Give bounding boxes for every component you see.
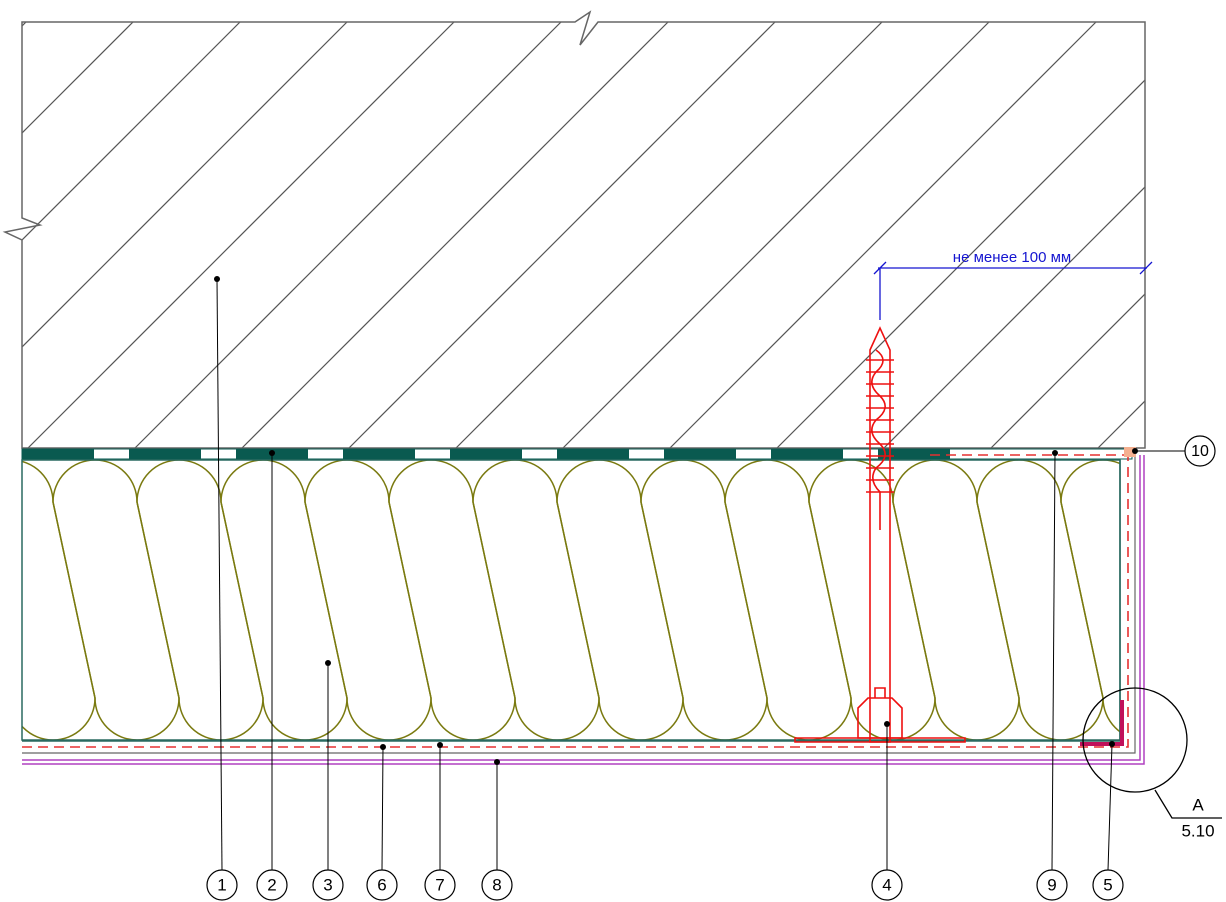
adhesive-dash — [771, 449, 843, 459]
callout-circle — [871, 869, 903, 901]
leader — [216, 278, 223, 871]
callout-number: 6 — [377, 875, 386, 894]
callout-circle — [312, 869, 344, 901]
reinforcement — [22, 454, 1129, 748]
hatch-line — [455, 22, 883, 448]
fiber-loop — [304, 460, 432, 740]
hatch-line — [990, 293, 1145, 448]
fiber-loop — [388, 460, 516, 740]
anchor — [794, 326, 966, 743]
adhesive-dash — [343, 449, 415, 459]
hatch-line — [22, 22, 134, 134]
finish-layer — [22, 455, 1145, 765]
fiber-loop — [136, 460, 264, 740]
leader-dot — [437, 742, 443, 748]
callout-circle — [1184, 435, 1216, 467]
fiber-loop — [1145, 460, 1226, 740]
hatch-line — [669, 22, 1097, 448]
detail-circle — [1082, 687, 1188, 793]
dimension-label: не менее 100 мм — [953, 249, 1071, 266]
hatch-line — [562, 22, 990, 448]
leader-dot — [884, 721, 890, 727]
concrete-hatch — [22, 22, 1226, 448]
hatch-line — [27, 22, 455, 448]
adhesive-dashes — [22, 449, 950, 459]
hatch-line — [22, 22, 241, 241]
leader-dot — [269, 450, 275, 456]
callout-number: 3 — [323, 875, 332, 894]
leader-dot — [1109, 741, 1115, 747]
insulation-outline — [21, 459, 1121, 741]
fiber-loop — [724, 460, 852, 740]
callout-circle — [206, 869, 238, 901]
hatch-line — [241, 22, 669, 448]
concrete-outline — [2, 10, 1146, 449]
callout-number: 8 — [492, 875, 501, 894]
adhesive-dash — [22, 449, 94, 459]
insulation — [22, 460, 1226, 740]
fiber-loop — [52, 460, 180, 740]
hatch-line — [1097, 400, 1145, 448]
callout-number: 1 — [217, 875, 226, 894]
hatch-line — [22, 22, 348, 348]
callout-circle — [424, 869, 456, 901]
callout-circle — [366, 869, 398, 901]
callouts: 1 2 3 6 7 8 4 9 5 10 — [206, 276, 1216, 901]
adhesive-dash — [878, 449, 950, 459]
leader-dot — [214, 276, 220, 282]
corner-profile — [1080, 700, 1124, 746]
leader — [381, 746, 384, 871]
adhesive-dash — [450, 449, 522, 459]
callout-number: 2 — [267, 875, 276, 894]
leader — [1107, 743, 1113, 871]
leader-dot — [494, 759, 500, 765]
leader-dot — [325, 660, 331, 666]
callout-number: 9 — [1047, 875, 1056, 894]
detail-leader — [1154, 789, 1222, 819]
fiber-loop — [892, 460, 1020, 740]
adhesive-dash — [664, 449, 736, 459]
hatch-line — [134, 22, 562, 448]
callout-number: 10 — [1191, 443, 1209, 460]
leader — [1051, 452, 1056, 871]
callout-number: 5 — [1103, 875, 1112, 894]
base-coat — [22, 455, 1136, 754]
callout-number: 4 — [882, 875, 891, 894]
callout-circle — [256, 869, 288, 901]
dimension — [873, 261, 1153, 320]
section-sheet: 5.10 — [1181, 821, 1214, 840]
callout-number: 7 — [435, 875, 444, 894]
callout-circle — [1092, 869, 1124, 901]
adhesive-dash — [557, 449, 629, 459]
leader-dot — [380, 744, 386, 750]
fiber-loop — [976, 460, 1104, 740]
leader-dot — [1052, 450, 1058, 456]
section-letter: А — [1192, 795, 1204, 814]
fiber-loop — [472, 460, 600, 740]
fiber-loop — [1060, 460, 1120, 733]
corner-seal — [1124, 447, 1136, 457]
hatch-line — [776, 79, 1145, 448]
adhesive-dash — [129, 449, 201, 459]
leader-dot — [1132, 448, 1138, 454]
fiber-loop — [556, 460, 684, 740]
callout-circle — [481, 869, 513, 901]
mesh-layer — [22, 460, 1121, 742]
hatch-line — [348, 22, 776, 448]
callout-circle — [1036, 869, 1068, 901]
fiber-loop — [22, 460, 96, 740]
hatch-line — [1205, 22, 1226, 448]
hatch-line — [883, 186, 1145, 448]
fiber-loop — [640, 460, 768, 740]
